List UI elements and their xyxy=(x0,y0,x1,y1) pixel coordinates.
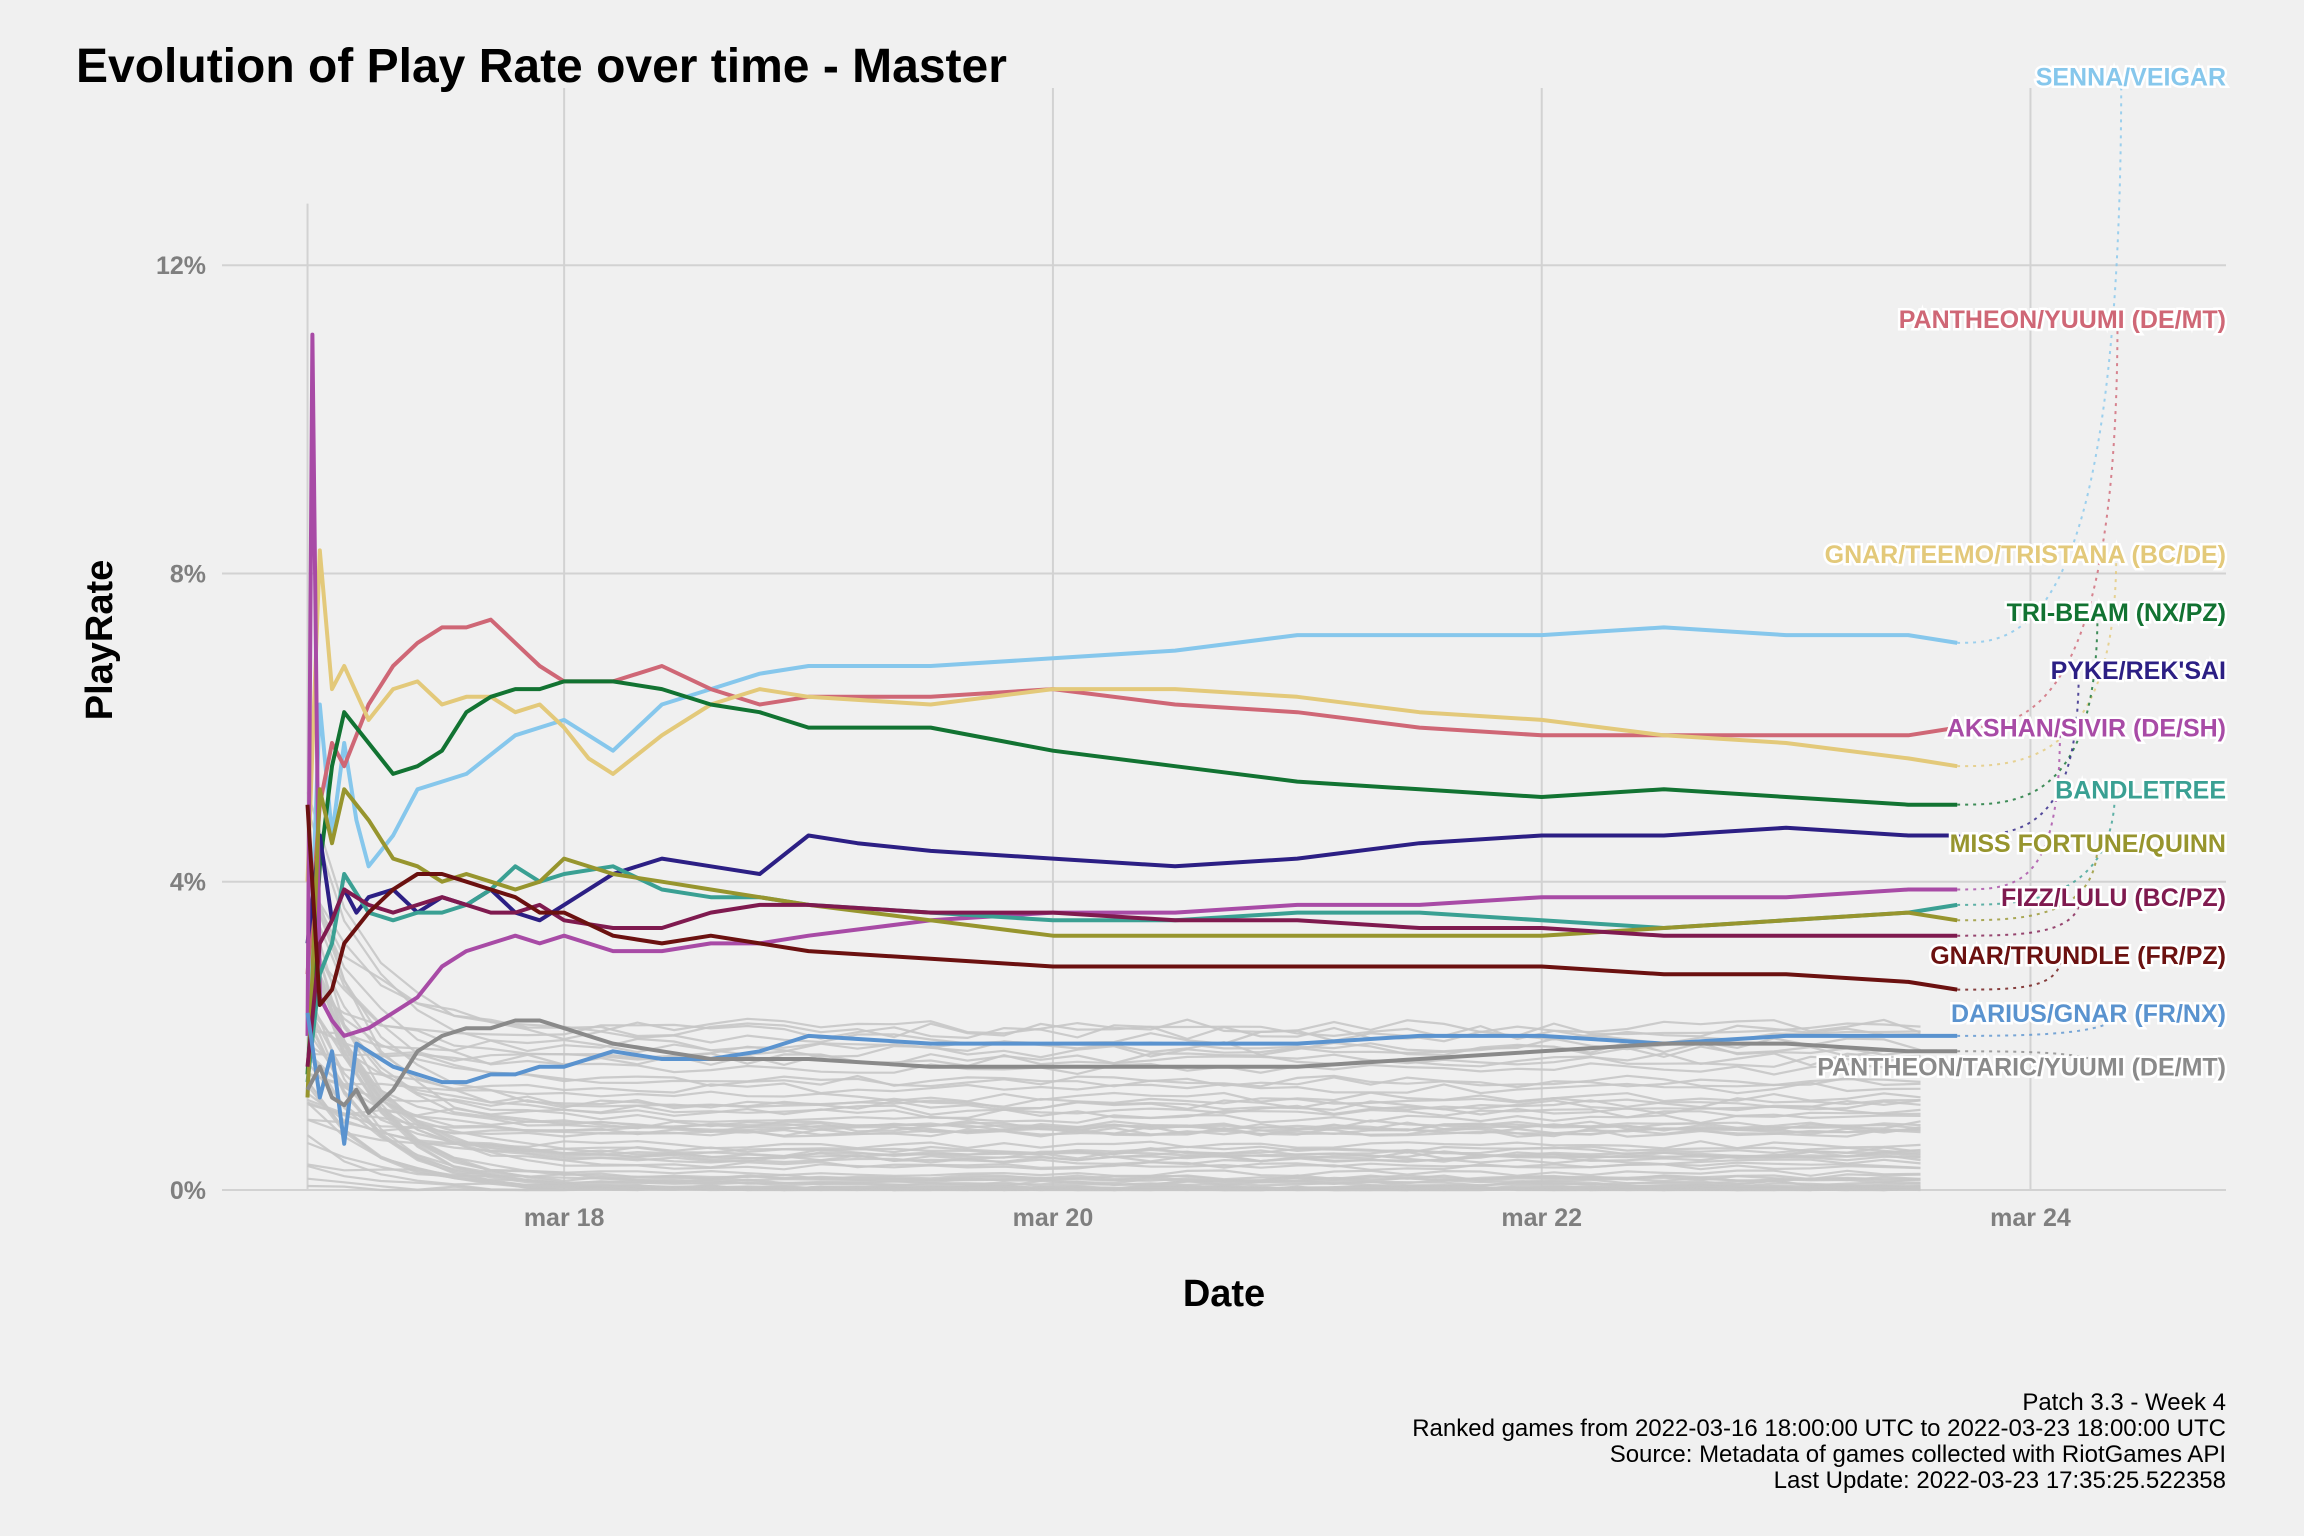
series-labels: SENNA/VEIGAR PANTHEON/YUUMI (DE/MT) GNAR/T… xyxy=(1815,61,2229,1084)
x-tick-label: mar 22 xyxy=(1501,1204,1582,1232)
caption-line: Patch 3.3 - Week 4 xyxy=(2022,1389,2226,1416)
background-series-line xyxy=(307,1141,1921,1183)
series-line xyxy=(305,548,1958,882)
background-series-line xyxy=(306,960,1921,1160)
chart-title: Evolution of Play Rate over time - Maste… xyxy=(76,40,1007,93)
series-lines xyxy=(305,332,1958,1146)
y-tick-label: 12% xyxy=(156,252,206,280)
caption-line: Last Update: 2022-03-23 17:35:25.522358 xyxy=(1774,1467,2226,1494)
label-connector xyxy=(1957,554,2118,768)
background-series-line xyxy=(306,881,1921,1111)
background-series-line xyxy=(306,1057,1921,1130)
series-label: AKSHAN/SIVIR (DE/SH) xyxy=(1947,715,2226,743)
label-connector xyxy=(1957,612,2099,806)
series-label: DARIUS/GNAR (FR/NX) xyxy=(1951,1000,2226,1028)
background-series-line xyxy=(306,1051,1921,1136)
y-tick-label: 0% xyxy=(170,1177,206,1205)
label-connector xyxy=(1957,319,2119,729)
x-tick-label: mar 20 xyxy=(1013,1204,1094,1232)
background-series-line xyxy=(306,949,1921,1125)
background-series-line xyxy=(306,882,1921,1039)
series-line xyxy=(305,1012,1958,1146)
background-series-line xyxy=(306,917,1921,1188)
background-series-line xyxy=(306,945,1921,1163)
x-tick-label: mar 18 xyxy=(524,1204,605,1232)
x-tick-label: mar 24 xyxy=(1990,1204,2071,1232)
x-tick-labels: mar 18 mar 20 mar 22 mar 24 xyxy=(524,1204,2071,1232)
background-series-line xyxy=(307,1118,1921,1138)
series-line xyxy=(305,617,1958,975)
series-label: GNAR/TEEMO/TRISTANA (BC/DE) xyxy=(1825,541,2226,569)
series-line xyxy=(305,1018,1958,1115)
series-label: FIZZ/LULU (BC/PZ) xyxy=(2001,884,2226,912)
caption-line: Ranked games from 2022-03-16 18:00:00 UT… xyxy=(1412,1415,2226,1442)
background-series-line xyxy=(307,1163,1921,1178)
background-series-line xyxy=(306,864,1921,1132)
y-tick-label: 8% xyxy=(170,560,206,588)
background-series-line xyxy=(306,936,1921,1185)
x-axis-title: Date xyxy=(1183,1273,1265,1315)
series-label: BANDLETREE xyxy=(2055,776,2226,804)
label-connector xyxy=(1957,669,2080,837)
series-line xyxy=(305,825,1958,944)
label-connector xyxy=(1957,789,2116,906)
y-axis-title: PlayRate xyxy=(79,560,121,721)
background-series-line xyxy=(306,1134,1921,1191)
series-line xyxy=(305,625,1958,1036)
series-label: PANTHEON/TARIC/YUUMI (DE/MT) xyxy=(1817,1054,2226,1082)
series-label: MISS FORTUNE/QUINN xyxy=(1950,830,2226,858)
series-label: SENNA/VEIGAR xyxy=(2036,63,2226,91)
series-label: GNAR/TRUNDLE (FR/PZ) xyxy=(1930,942,2226,970)
background-series-line xyxy=(306,896,1921,1089)
background-series-line xyxy=(306,999,1921,1131)
background-series-line xyxy=(306,946,1921,1059)
series-label: PYKE/REK'SAI xyxy=(2051,657,2226,685)
background-series-line xyxy=(307,1118,1921,1150)
label-connectors xyxy=(1957,76,2123,1068)
background-series-line xyxy=(306,1092,1921,1156)
background-series-line xyxy=(307,1103,1921,1120)
series-line xyxy=(305,679,1958,1075)
y-tick-label: 4% xyxy=(170,869,206,897)
series-label: PANTHEON/YUUMI (DE/MT) xyxy=(1899,306,2226,334)
background-series-line xyxy=(306,943,1921,1166)
series-line xyxy=(305,804,1958,1007)
y-tick-labels: 0% 4% 8% 12% xyxy=(156,252,206,1205)
label-connector xyxy=(1957,954,2063,991)
series-line xyxy=(305,332,1958,1038)
background-series-line xyxy=(307,1073,1921,1103)
label-connector xyxy=(1957,897,2081,937)
caption-line: Source: Metadata of games collected with… xyxy=(1610,1441,2226,1468)
series-line xyxy=(305,887,1958,1067)
series-line xyxy=(305,787,1958,1098)
series-label: TRI-BEAM (NX/PZ) xyxy=(2007,599,2226,627)
